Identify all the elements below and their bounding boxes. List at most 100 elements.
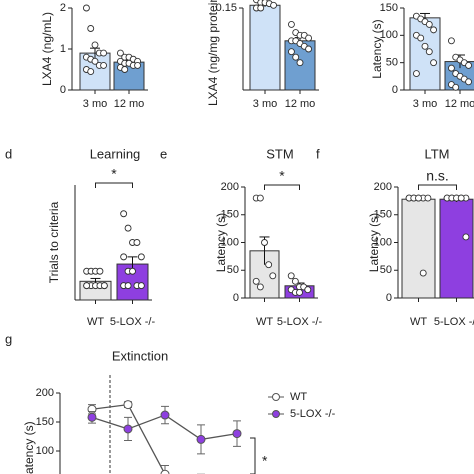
x-tick-label: WT bbox=[410, 316, 427, 328]
y-tick-label: 100 bbox=[36, 445, 54, 457]
bar bbox=[439, 198, 474, 299]
data-point bbox=[120, 210, 128, 218]
data-point bbox=[296, 59, 304, 67]
x-tick-label: 5-LOX -/- bbox=[110, 316, 156, 328]
y-axis-label: Latency (s) bbox=[367, 213, 381, 272]
data-point bbox=[304, 286, 312, 294]
data-point bbox=[87, 25, 95, 32]
data-point bbox=[419, 269, 427, 277]
y-tick-label: 0 bbox=[386, 292, 392, 304]
y-tick-label: 100 bbox=[380, 29, 398, 41]
data-point bbox=[116, 49, 124, 57]
y-axis-label: LXA4 (ng/mg protein) bbox=[206, 0, 220, 106]
significance-label: * bbox=[279, 168, 285, 184]
chart-title: Extinction bbox=[112, 348, 168, 363]
data-point bbox=[424, 194, 432, 202]
chart-title: Learning bbox=[90, 146, 141, 161]
data-point bbox=[252, 277, 260, 285]
data-point bbox=[121, 66, 129, 73]
x-tick-label: 3 mo bbox=[413, 98, 437, 110]
y-tick-label: 150 bbox=[374, 209, 392, 221]
series-line bbox=[91, 403, 167, 474]
data-point bbox=[87, 68, 95, 76]
data-point bbox=[123, 424, 133, 434]
data-point bbox=[100, 49, 108, 57]
data-point bbox=[425, 20, 433, 28]
x-tick-label: 3 mo bbox=[253, 98, 277, 110]
data-point bbox=[462, 233, 470, 241]
x-tick-label: 12 mo bbox=[114, 98, 145, 110]
data-point bbox=[124, 224, 132, 232]
y-tick-label: 0 bbox=[392, 84, 398, 96]
data-point bbox=[296, 289, 303, 296]
y-tick-label: 0.15 bbox=[216, 2, 237, 14]
y-tick-label: 2 bbox=[60, 2, 66, 14]
x-tick-label: WT bbox=[87, 316, 104, 328]
y-tick-label: 50 bbox=[227, 264, 239, 276]
legend-marker bbox=[272, 393, 280, 401]
data-point bbox=[133, 239, 141, 246]
data-point bbox=[287, 272, 295, 280]
y-axis-label: LXA4 (ng/mL) bbox=[40, 12, 54, 86]
y-axis-label: Trials to criteria bbox=[47, 201, 61, 283]
data-point bbox=[91, 41, 99, 49]
panel-letter: g bbox=[5, 331, 12, 346]
significance-label: * bbox=[111, 166, 117, 182]
data-point bbox=[160, 469, 170, 474]
data-point bbox=[256, 283, 264, 291]
data-point bbox=[137, 253, 145, 261]
data-point bbox=[412, 70, 420, 78]
data-point bbox=[134, 61, 142, 69]
significance-label: * bbox=[262, 453, 268, 469]
y-tick-label: 150 bbox=[221, 209, 239, 221]
chart-title: LTM bbox=[424, 146, 449, 161]
data-point bbox=[96, 267, 104, 275]
data-point bbox=[430, 26, 438, 34]
data-point bbox=[291, 277, 299, 285]
significance-bracket bbox=[418, 184, 457, 190]
y-tick-label: 50 bbox=[386, 57, 398, 69]
y-axis-label: Latency (s) bbox=[214, 213, 228, 272]
data-point bbox=[120, 253, 128, 261]
data-point bbox=[287, 20, 295, 28]
data-point bbox=[415, 194, 422, 202]
data-point bbox=[287, 48, 295, 56]
data-point bbox=[257, 4, 265, 12]
y-axis-label: Latency (s) bbox=[370, 19, 384, 78]
significance-bracket bbox=[95, 182, 133, 188]
y-tick-label: 200 bbox=[36, 387, 54, 399]
x-tick-label: 3 mo bbox=[83, 98, 107, 110]
data-point bbox=[100, 61, 108, 69]
data-point bbox=[265, 261, 273, 269]
data-point bbox=[421, 42, 429, 50]
y-tick-label: 1 bbox=[60, 43, 66, 55]
significance-bracket bbox=[264, 184, 300, 190]
y-tick-label: 50 bbox=[380, 264, 392, 276]
y-tick-label: 200 bbox=[374, 181, 392, 193]
data-point bbox=[447, 37, 455, 45]
x-tick-label: 12 mo bbox=[445, 98, 474, 110]
chart-title: STM bbox=[266, 146, 293, 161]
data-point bbox=[100, 282, 108, 290]
data-point bbox=[91, 57, 99, 65]
legend-marker bbox=[272, 410, 280, 418]
data-point bbox=[87, 412, 97, 422]
data-point bbox=[465, 78, 473, 86]
data-point bbox=[82, 4, 90, 12]
data-point bbox=[425, 48, 433, 56]
x-tick-label: 5-LOX -/- bbox=[277, 316, 323, 328]
data-point bbox=[261, 239, 268, 246]
bar bbox=[401, 198, 436, 299]
data-point bbox=[124, 282, 132, 290]
data-point bbox=[270, 1, 278, 9]
data-point bbox=[232, 429, 242, 439]
y-tick-label: 0 bbox=[233, 292, 239, 304]
data-point bbox=[160, 410, 170, 420]
data-point bbox=[430, 59, 438, 67]
data-point bbox=[137, 282, 145, 290]
x-tick-label: 5-LOX -/- bbox=[434, 316, 474, 328]
y-axis-label: Latency (s) bbox=[22, 421, 36, 474]
y-tick-label: 100 bbox=[221, 236, 239, 248]
x-tick-label: WT bbox=[256, 316, 273, 328]
